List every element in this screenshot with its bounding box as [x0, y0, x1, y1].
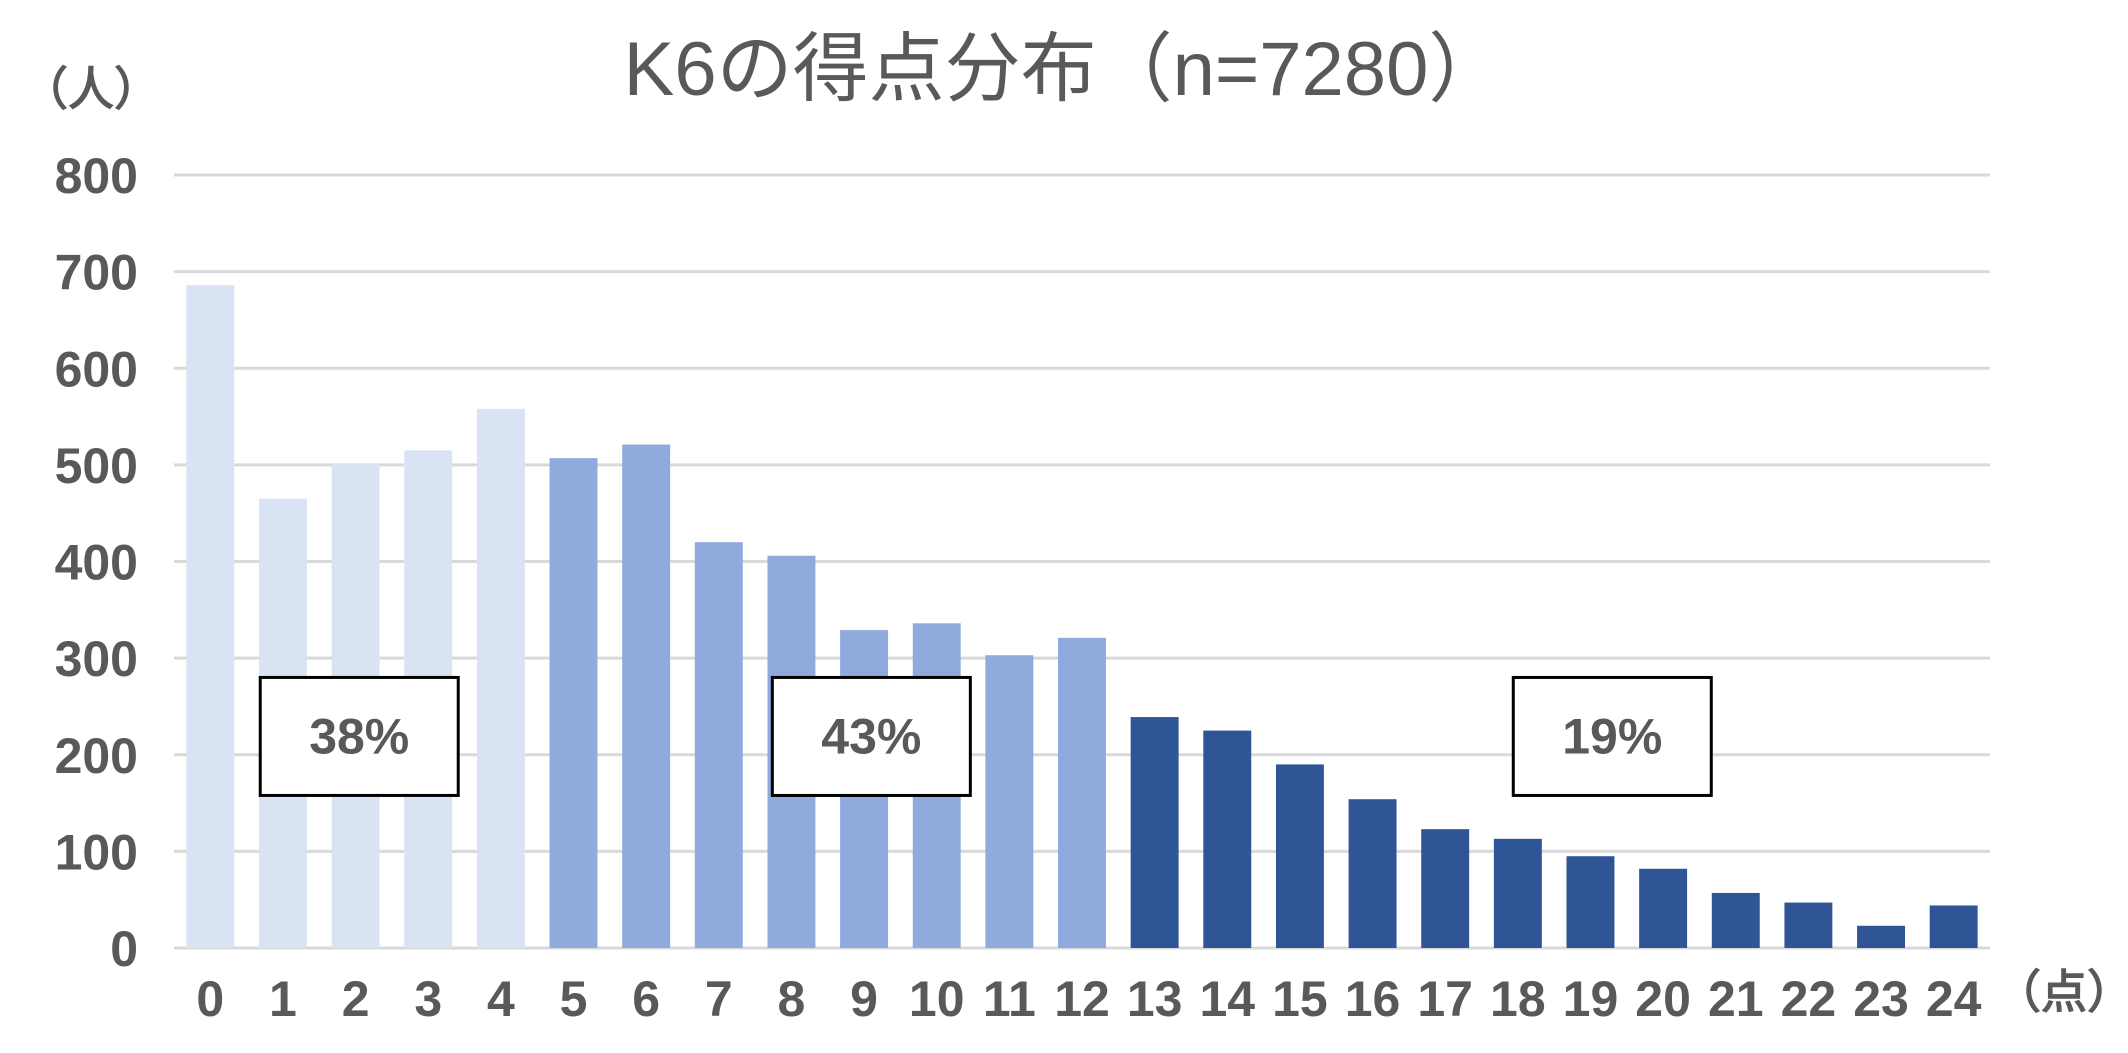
y-tick-label: 0 [110, 921, 138, 977]
x-tick-label: 18 [1490, 971, 1546, 1027]
bar-11 [985, 655, 1034, 948]
x-tick-label: 10 [909, 971, 965, 1027]
x-tick-label: 7 [705, 971, 733, 1027]
x-tick-label: 2 [342, 971, 370, 1027]
y-tick-label: 600 [55, 341, 138, 397]
x-tick-label: 5 [560, 971, 588, 1027]
bar-18 [1493, 838, 1542, 948]
bar-7 [694, 542, 743, 948]
y-axis-ticks: 0 100 200 300 400 500 600 700 800 [55, 148, 138, 977]
bar-0 [186, 285, 235, 949]
bar-23 [1857, 925, 1906, 948]
x-tick-label: 11 [983, 971, 1036, 1027]
bar-17 [1421, 829, 1470, 948]
bars [186, 285, 1978, 949]
percentage-label: 43% [821, 708, 921, 764]
x-tick-label: 12 [1054, 971, 1110, 1027]
x-tick-label: 21 [1708, 971, 1764, 1027]
bar-16 [1348, 799, 1397, 948]
y-tick-label: 500 [55, 438, 138, 494]
x-axis-ticks: 0 1 2 3 4 5 6 7 8 9 10 11 12 13 14 15 16 17 18 19 20 21 22 23 24 [196, 971, 1981, 1027]
x-tick-label: 0 [196, 971, 224, 1027]
x-tick-label: 14 [1199, 971, 1255, 1027]
y-axis-unit-label: （人） [22, 63, 160, 115]
percentage-label: 38% [309, 708, 409, 764]
y-tick-label: 400 [55, 535, 138, 591]
bar-22 [1784, 902, 1833, 948]
percentage-boxes: 38% 43% 19% [258, 675, 1713, 797]
bar-13 [1130, 717, 1179, 948]
percentage-box [770, 675, 972, 797]
x-tick-label: 15 [1272, 971, 1328, 1027]
bar-15 [1275, 764, 1324, 948]
x-tick-label: 23 [1853, 971, 1909, 1027]
bar-6 [622, 444, 671, 948]
x-tick-label: 6 [632, 971, 660, 1027]
y-tick-label: 800 [55, 148, 138, 204]
percentage-label: 19% [1562, 708, 1662, 764]
gridlines [174, 173, 1990, 950]
x-tick-label: 8 [778, 971, 806, 1027]
x-tick-label: 4 [487, 971, 515, 1027]
x-tick-label: 3 [414, 971, 442, 1027]
x-tick-label: 22 [1781, 971, 1837, 1027]
x-tick-label: 1 [269, 971, 297, 1027]
x-tick-label: 13 [1127, 971, 1183, 1027]
bar-4 [476, 408, 525, 948]
x-axis-unit-label: （点） [1995, 966, 2128, 1018]
chart-title: K6の得点分布（n=7280） [624, 27, 1505, 112]
x-tick-label: 16 [1345, 971, 1401, 1027]
bar-14 [1203, 730, 1252, 948]
y-tick-label: 200 [55, 728, 138, 784]
y-tick-label: 100 [55, 824, 138, 880]
bar-20 [1639, 868, 1688, 948]
x-tick-label: 17 [1417, 971, 1473, 1027]
x-tick-label: 20 [1635, 971, 1691, 1027]
percentage-box [258, 675, 460, 797]
bar-21 [1711, 892, 1760, 948]
x-tick-label: 19 [1563, 971, 1619, 1027]
bar-24 [1929, 905, 1978, 948]
y-tick-label: 300 [55, 631, 138, 687]
bar-5 [549, 458, 598, 948]
x-tick-label: 9 [850, 971, 878, 1027]
y-tick-label: 700 [55, 245, 138, 301]
bar-19 [1566, 856, 1615, 948]
percentage-box [1511, 675, 1713, 797]
bar-12 [1058, 637, 1106, 948]
x-tick-label: 24 [1926, 971, 1982, 1027]
